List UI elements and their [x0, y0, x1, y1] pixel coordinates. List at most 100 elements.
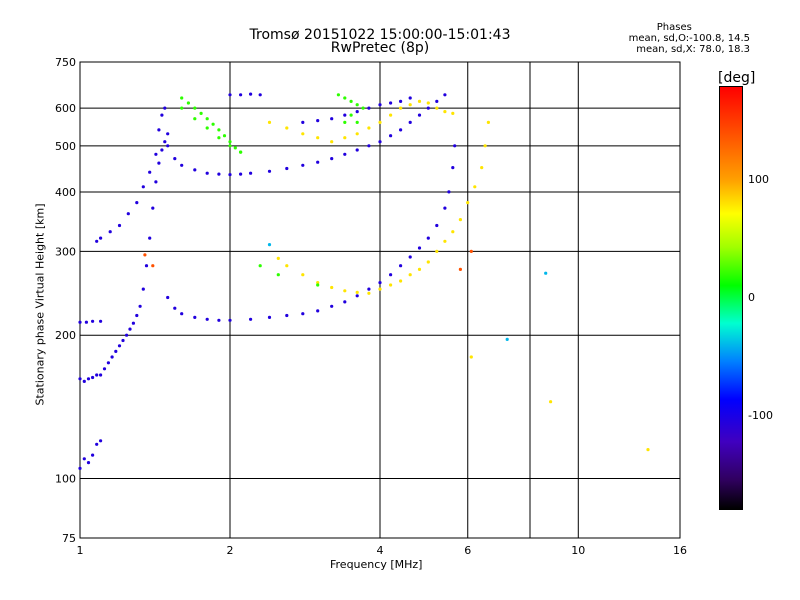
echo-point: [205, 126, 209, 130]
y-tick-label: 500: [55, 140, 76, 153]
echo-point: [222, 134, 227, 138]
echo-point: [117, 223, 122, 228]
colorbar-title: [deg]: [718, 70, 756, 86]
colorbar: [719, 86, 743, 510]
echo-point: [154, 152, 158, 156]
echo-point: [378, 281, 382, 285]
echo-point: [285, 126, 289, 130]
echo-point: [458, 218, 462, 222]
phase-stats-o-line: mean, sd,O:-100.8, 14.5: [628, 33, 750, 44]
echo-point: [86, 377, 91, 381]
echo-point: [426, 106, 430, 110]
echo-point: [258, 93, 262, 97]
echo-point: [141, 287, 145, 291]
y-tick-label: 100: [55, 473, 76, 486]
x-tick-label: 10: [571, 544, 585, 557]
y-tick-label: 75: [62, 532, 76, 545]
echo-point: [473, 185, 477, 189]
echo-point: [343, 120, 347, 124]
echo-point: [110, 355, 114, 359]
echo-point: [426, 236, 430, 240]
echo-point: [199, 111, 203, 115]
echo-point: [211, 122, 215, 126]
echo-point: [316, 283, 320, 287]
echo-point: [453, 144, 457, 148]
y-tick-label: 600: [55, 102, 76, 115]
echo-point: [228, 173, 232, 177]
phase-stats-heading: Phases: [656, 22, 692, 33]
echo-point: [205, 117, 209, 121]
echo-point: [239, 172, 243, 176]
echo-point: [378, 140, 382, 144]
echo-point: [163, 140, 167, 144]
echo-point: [125, 333, 129, 337]
echo-point: [99, 373, 103, 377]
echo-point: [435, 99, 439, 103]
echo-point: [316, 136, 320, 140]
x-tick-label: 4: [377, 544, 384, 557]
echo-point: [193, 106, 197, 110]
echo-point: [367, 144, 371, 148]
echo-point: [86, 461, 91, 465]
echo-point: [267, 315, 272, 319]
echo-point: [276, 256, 280, 260]
phase-stats-x-line: mean, sd,X: 78.0, 18.3: [636, 44, 750, 55]
echo-point: [435, 249, 439, 253]
echo-point: [451, 111, 455, 115]
echo-point: [143, 253, 147, 257]
echo-point: [82, 457, 86, 461]
echo-point: [95, 442, 99, 446]
tick-labels: 1 2 4 6 10 16 75 100 200 300 400 500 600 750: [55, 56, 687, 557]
echo-point: [205, 171, 209, 175]
echo-point: [378, 120, 382, 124]
echo-point: [301, 132, 305, 136]
echo-point: [330, 285, 334, 290]
echo-point: [417, 113, 422, 117]
echo-point: [544, 271, 548, 275]
echo-point: [466, 201, 470, 205]
echo-point: [349, 113, 353, 117]
echo-point: [343, 300, 347, 304]
chart-subtitle: RwPretec (8p): [330, 40, 430, 56]
echo-point: [180, 312, 184, 316]
echo-point: [166, 132, 170, 136]
echo-point: [135, 313, 139, 318]
echo-point: [217, 172, 221, 176]
echo-point: [205, 317, 209, 321]
echo-point: [367, 287, 371, 291]
echo-point: [367, 291, 371, 295]
echo-point: [106, 361, 110, 365]
echo-point: [330, 304, 334, 308]
echo-point: [399, 99, 403, 103]
x-axis-label: Frequency [MHz]: [330, 558, 423, 571]
echo-point: [378, 287, 382, 291]
x-tick-label: 6: [464, 544, 471, 557]
echo-point: [343, 136, 347, 140]
echo-point: [355, 103, 359, 107]
echo-point: [343, 113, 347, 117]
echo-point: [193, 117, 197, 121]
echo-point: [95, 239, 99, 243]
echo-point: [389, 134, 393, 138]
y-tick-label: 300: [55, 245, 76, 258]
echo-point: [135, 201, 139, 205]
echo-point: [233, 146, 237, 150]
echo-point: [399, 279, 403, 283]
echo-point: [367, 126, 371, 130]
x-tick-label: 16: [673, 544, 687, 557]
colorbar-tick-label: 100: [748, 173, 769, 187]
echo-point: [316, 119, 320, 123]
echo-point: [249, 92, 253, 96]
echo-point: [193, 315, 197, 319]
echo-point: [336, 93, 340, 97]
echo-point: [249, 317, 253, 321]
echo-point: [157, 161, 161, 165]
echo-point: [173, 306, 177, 310]
echo-point: [367, 106, 371, 110]
echo-point: [180, 96, 184, 100]
y-tick-label: 400: [55, 186, 76, 199]
echo-point: [417, 246, 422, 250]
echo-point: [343, 96, 347, 100]
echo-point: [646, 448, 650, 452]
